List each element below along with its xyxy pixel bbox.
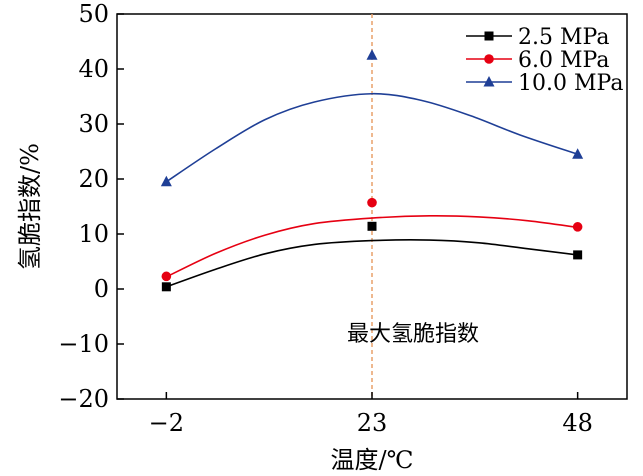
y-axis: −20 −10 0 10 20 30 40 50 <box>58 0 124 413</box>
legend-marker-6-0-mpa <box>484 54 494 64</box>
y-tick-label: 0 <box>94 275 109 303</box>
x-tick-label: 23 <box>357 409 388 437</box>
x-axis: −2 23 48 <box>149 392 593 437</box>
fit-curve-10-0-mpa <box>165 92 578 183</box>
y-tick-label: −10 <box>58 330 109 358</box>
legend-marker-2-5-mpa <box>484 31 494 41</box>
y-tick-label: 30 <box>78 110 109 138</box>
data-point-2-5-mpa <box>161 282 171 292</box>
data-point-6-0-mpa <box>367 197 377 208</box>
y-tick-label: 20 <box>78 165 109 193</box>
y-axis-label: 氢脆指数/% <box>16 143 44 270</box>
data-point-10-0-mpa <box>572 148 584 159</box>
data-point-10-0-mpa <box>366 49 378 60</box>
data-point-10-0-mpa <box>160 175 172 187</box>
x-tick-label: −2 <box>149 409 184 437</box>
annotation-layer: 最大氢脆指数 <box>347 14 479 399</box>
legend-label-2-5-mpa: 2.5 MPa <box>518 25 609 50</box>
fit-curve-6-0-mpa <box>166 215 578 278</box>
x-tick-label: 48 <box>562 409 593 437</box>
x-axis-label: 温度/℃ <box>331 446 414 474</box>
series-layer <box>160 49 584 292</box>
data-point-6-0-mpa <box>161 271 172 282</box>
fit-curve-2-5-mpa <box>166 239 578 288</box>
data-point-2-5-mpa <box>367 221 377 231</box>
legend-label-10-0-mpa: 10.0 MPa <box>518 71 623 96</box>
y-tick-label: 50 <box>78 0 109 28</box>
data-point-6-0-mpa <box>572 222 583 232</box>
max-index-annotation: 最大氢脆指数 <box>347 322 479 347</box>
legend-marker-10-0-mpa <box>483 76 495 87</box>
y-tick-label: 40 <box>78 55 109 83</box>
legend-label-6-0-mpa: 6.0 MPa <box>518 48 609 73</box>
y-tick-label: −20 <box>58 385 109 413</box>
y-tick-label: 10 <box>78 220 109 248</box>
data-point-2-5-mpa <box>573 250 583 260</box>
